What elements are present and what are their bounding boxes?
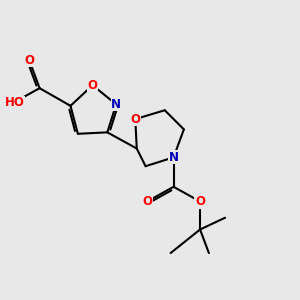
Text: N: N [169,151,178,164]
Text: O: O [195,195,205,208]
Text: O: O [24,54,34,67]
Text: O: O [142,195,152,208]
Text: N: N [111,98,121,111]
Text: O: O [130,112,140,126]
Text: O: O [88,79,98,92]
Text: HO: HO [4,96,25,110]
